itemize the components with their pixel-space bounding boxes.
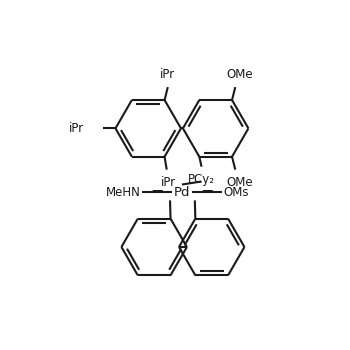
Text: OMe: OMe xyxy=(227,68,253,81)
Text: iPr: iPr xyxy=(69,122,84,135)
Text: −: − xyxy=(150,184,164,199)
Text: OMe: OMe xyxy=(227,176,253,189)
Text: OMs: OMs xyxy=(224,186,249,199)
Text: iPr: iPr xyxy=(161,176,176,189)
Text: iPr: iPr xyxy=(160,68,175,81)
Text: −: − xyxy=(200,184,214,199)
Text: MeHN: MeHN xyxy=(105,186,140,199)
Text: Pd: Pd xyxy=(174,186,190,199)
Text: PCy₂: PCy₂ xyxy=(188,173,215,186)
